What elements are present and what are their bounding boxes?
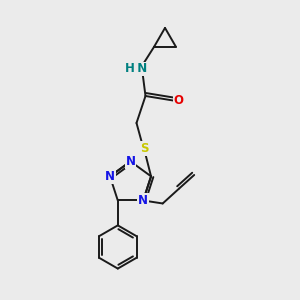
Text: H N: H N bbox=[125, 62, 148, 76]
Text: O: O bbox=[173, 94, 184, 107]
Text: N: N bbox=[138, 194, 148, 207]
Text: S: S bbox=[140, 142, 148, 155]
Text: N: N bbox=[125, 155, 136, 168]
Text: N: N bbox=[105, 170, 115, 183]
